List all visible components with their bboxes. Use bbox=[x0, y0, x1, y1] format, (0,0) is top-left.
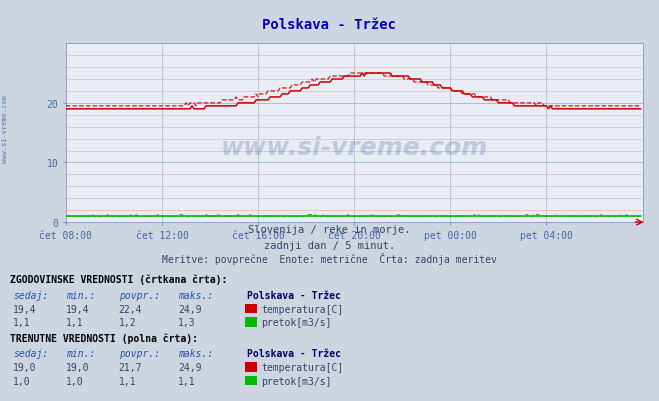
Text: 1,0: 1,0 bbox=[66, 376, 84, 386]
Text: 19,0: 19,0 bbox=[66, 363, 90, 373]
Text: pretok[m3/s]: pretok[m3/s] bbox=[262, 317, 332, 327]
Text: 1,1: 1,1 bbox=[119, 376, 136, 386]
Text: 1,1: 1,1 bbox=[178, 376, 196, 386]
Text: 1,2: 1,2 bbox=[119, 317, 136, 327]
Text: Meritve: povprečne  Enote: metrične  Črta: zadnja meritev: Meritve: povprečne Enote: metrične Črta:… bbox=[162, 253, 497, 265]
Text: sedaj:: sedaj: bbox=[13, 290, 48, 300]
Text: 1,1: 1,1 bbox=[13, 317, 31, 327]
Text: 21,7: 21,7 bbox=[119, 363, 142, 373]
Text: 1,3: 1,3 bbox=[178, 317, 196, 327]
Text: ZGODOVINSKE VREDNOSTI (črtkana črta):: ZGODOVINSKE VREDNOSTI (črtkana črta): bbox=[10, 274, 227, 285]
Text: TRENUTNE VREDNOSTI (polna črta):: TRENUTNE VREDNOSTI (polna črta): bbox=[10, 333, 198, 343]
Text: sedaj:: sedaj: bbox=[13, 348, 48, 358]
Text: temperatura[C]: temperatura[C] bbox=[262, 363, 344, 373]
Text: 24,9: 24,9 bbox=[178, 304, 202, 314]
Text: Slovenija / reke in morje.: Slovenija / reke in morje. bbox=[248, 225, 411, 235]
Text: 19,4: 19,4 bbox=[13, 304, 37, 314]
Text: min.:: min.: bbox=[66, 348, 96, 358]
Text: Polskava - Tržec: Polskava - Tržec bbox=[247, 348, 341, 358]
Text: 19,4: 19,4 bbox=[66, 304, 90, 314]
Text: min.:: min.: bbox=[66, 290, 96, 300]
Text: 19,0: 19,0 bbox=[13, 363, 37, 373]
Text: povpr.:: povpr.: bbox=[119, 348, 159, 358]
Text: www.si-vreme.com: www.si-vreme.com bbox=[221, 136, 488, 160]
Text: www.si-vreme.com: www.si-vreme.com bbox=[2, 94, 9, 162]
Text: zadnji dan / 5 minut.: zadnji dan / 5 minut. bbox=[264, 241, 395, 251]
Text: 1,0: 1,0 bbox=[13, 376, 31, 386]
Text: povpr.:: povpr.: bbox=[119, 290, 159, 300]
Text: maks.:: maks.: bbox=[178, 290, 213, 300]
Text: temperatura[C]: temperatura[C] bbox=[262, 304, 344, 314]
Text: 22,4: 22,4 bbox=[119, 304, 142, 314]
Text: 1,1: 1,1 bbox=[66, 317, 84, 327]
Text: Polskava - Tržec: Polskava - Tržec bbox=[247, 290, 341, 300]
Text: Polskava - Tržec: Polskava - Tržec bbox=[262, 18, 397, 32]
Text: 24,9: 24,9 bbox=[178, 363, 202, 373]
Text: maks.:: maks.: bbox=[178, 348, 213, 358]
Text: pretok[m3/s]: pretok[m3/s] bbox=[262, 376, 332, 386]
